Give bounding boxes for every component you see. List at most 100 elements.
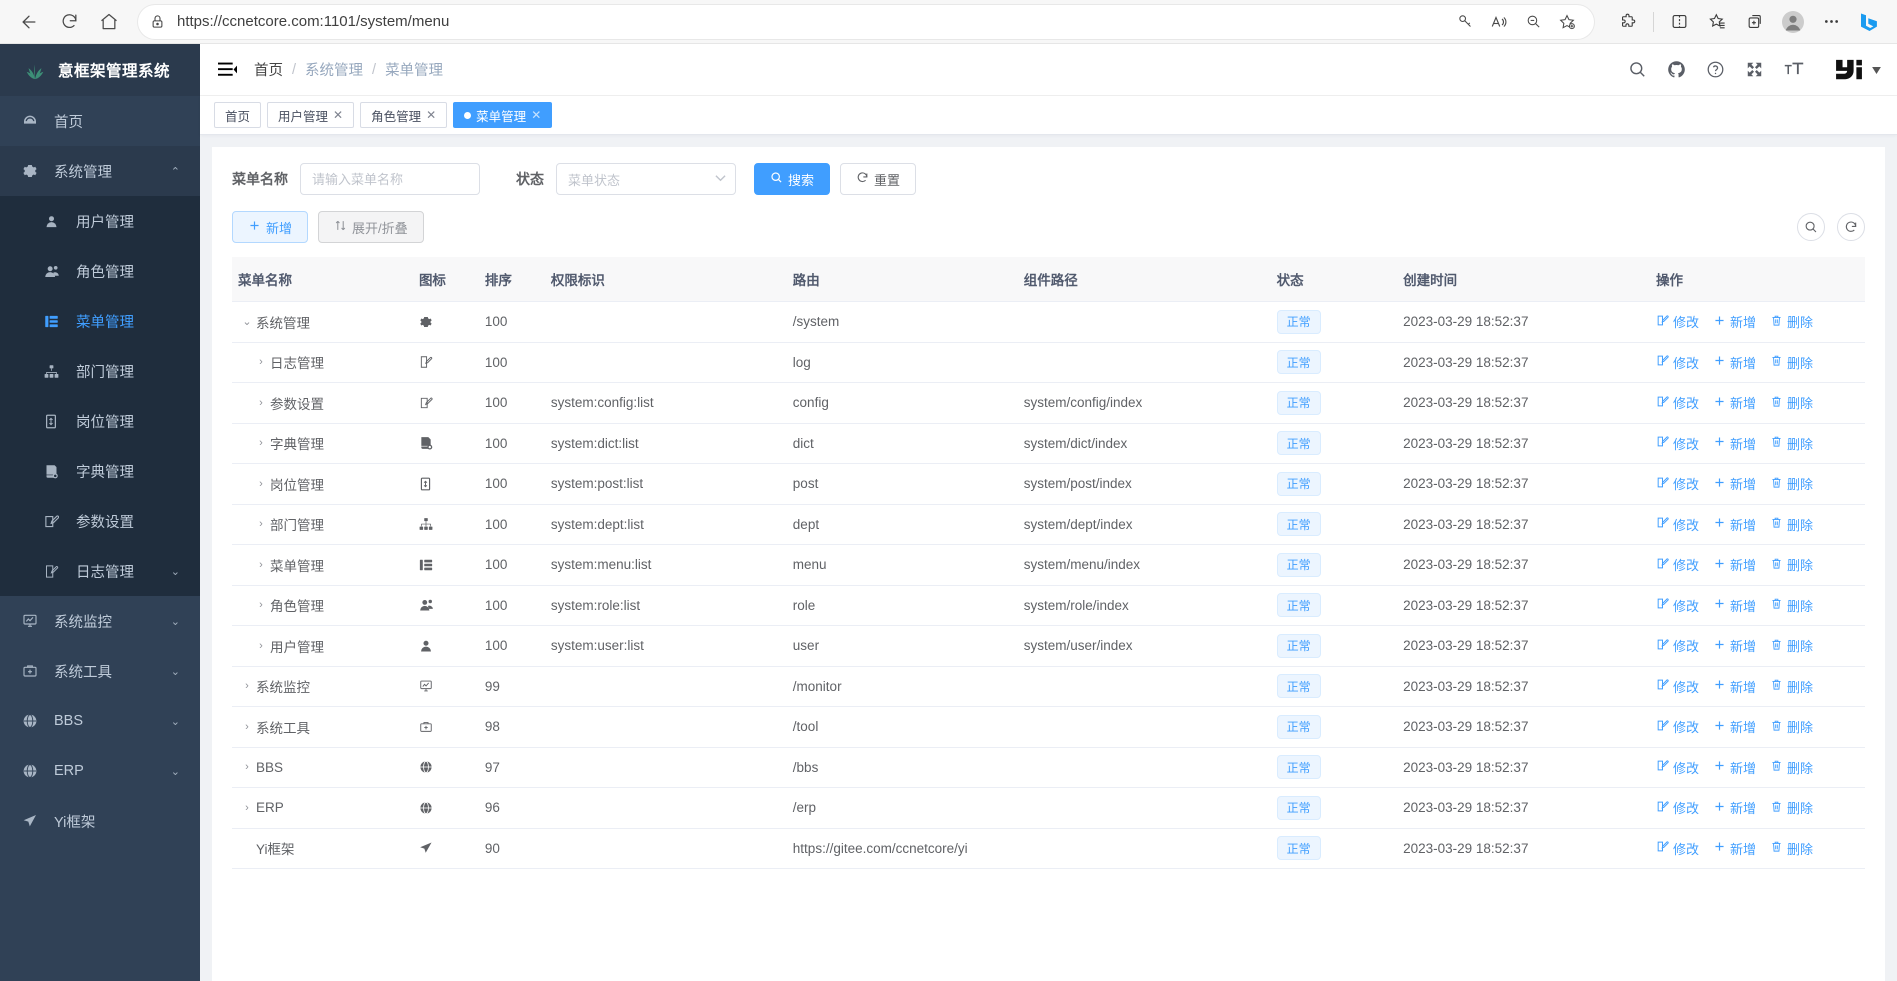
- sidebar-item-erp[interactable]: ERP ⌄: [0, 746, 200, 796]
- expand-arrow-icon[interactable]: ›: [245, 761, 249, 774]
- row-add-button[interactable]: 新增: [1713, 677, 1756, 696]
- row-edit-button[interactable]: 修改: [1656, 312, 1699, 331]
- row-delete-button[interactable]: 删除: [1770, 353, 1813, 372]
- expand-arrow-icon[interactable]: ›: [259, 477, 263, 490]
- row-delete-button[interactable]: 删除: [1770, 636, 1813, 655]
- row-edit-button[interactable]: 修改: [1656, 798, 1699, 817]
- row-add-button[interactable]: 新增: [1713, 353, 1756, 372]
- table-row[interactable]: › 参数设置 100 system:config:list config system/c…: [232, 382, 1865, 424]
- read-aloud-icon[interactable]: [1484, 8, 1514, 36]
- status-select[interactable]: 菜单状态: [556, 163, 736, 195]
- expand-arrow-icon[interactable]: ›: [245, 720, 249, 733]
- row-delete-button[interactable]: 删除: [1770, 677, 1813, 696]
- row-delete-button[interactable]: 删除: [1770, 596, 1813, 615]
- sidebar-item-post-management[interactable]: 岗位管理: [0, 396, 200, 446]
- row-delete-button[interactable]: 删除: [1770, 312, 1813, 331]
- row-add-button[interactable]: 新增: [1713, 555, 1756, 574]
- brand-dropdown-caret[interactable]: [1872, 61, 1881, 79]
- row-edit-button[interactable]: 修改: [1656, 353, 1699, 372]
- address-bar[interactable]: https://ccnetcore.com:1101/system/menu: [138, 4, 1594, 39]
- search-icon[interactable]: [1628, 60, 1647, 79]
- sidebar-item-system-monitor[interactable]: 系统监控 ⌄: [0, 596, 200, 646]
- sidebar-item-param-settings[interactable]: 参数设置: [0, 496, 200, 546]
- expand-arrow-icon[interactable]: ›: [259, 599, 263, 612]
- table-row[interactable]: › 系统工具 98/tool 正常 2023-03-29 18:52:37 修改 新增 删除: [232, 706, 1865, 748]
- reset-button[interactable]: 重置: [840, 163, 917, 195]
- expand-arrow-icon[interactable]: ›: [259, 639, 263, 652]
- sidebar-item-bbs[interactable]: BBS ⌄: [0, 696, 200, 746]
- expand-arrow-icon[interactable]: ›: [259, 437, 263, 450]
- browser-back-button[interactable]: [10, 5, 48, 39]
- tab-close-icon[interactable]: ✕: [333, 108, 344, 122]
- expand-arrow-icon[interactable]: ›: [259, 558, 263, 571]
- expand-arrow-icon[interactable]: ›: [245, 801, 249, 814]
- column-header-route[interactable]: 路由: [792, 257, 1024, 302]
- breadcrumb-item-menu[interactable]: 菜单管理: [385, 63, 444, 79]
- tab-close-icon[interactable]: ✕: [426, 108, 437, 122]
- table-row[interactable]: › BBS 97/bbs 正常 2023-03-29 18:52:37 修改 新增 删除: [232, 747, 1865, 788]
- row-edit-button[interactable]: 修改: [1656, 555, 1699, 574]
- sidebar-item-home[interactable]: 首页: [0, 96, 200, 146]
- favorites-icon[interactable]: [1699, 5, 1735, 39]
- row-delete-button[interactable]: 删除: [1770, 515, 1813, 534]
- row-add-button[interactable]: 新增: [1713, 798, 1756, 817]
- row-delete-button[interactable]: 删除: [1770, 717, 1813, 736]
- row-delete-button[interactable]: 删除: [1770, 434, 1813, 453]
- sidebar-item-dept-management[interactable]: 部门管理: [0, 346, 200, 396]
- row-edit-button[interactable]: 修改: [1656, 717, 1699, 736]
- fullscreen-icon[interactable]: [1745, 60, 1764, 79]
- menu-name-input[interactable]: [300, 163, 480, 195]
- row-add-button[interactable]: 新增: [1713, 758, 1756, 777]
- sidebar-item-menu-management[interactable]: 菜单管理: [0, 296, 200, 346]
- row-add-button[interactable]: 新增: [1713, 717, 1756, 736]
- table-row[interactable]: › 角色管理 100 system:role:list role system/role/…: [232, 585, 1865, 626]
- expand-arrow-icon[interactable]: ⌄: [242, 316, 252, 329]
- row-delete-button[interactable]: 删除: [1770, 393, 1813, 412]
- sidebar-item-system-tools[interactable]: 系统工具 ⌄: [0, 646, 200, 696]
- column-header-operations[interactable]: 操作: [1656, 257, 1865, 302]
- expand-arrow-icon[interactable]: ›: [245, 680, 249, 693]
- breadcrumb-item-home[interactable]: 首页: [254, 63, 283, 79]
- yi-brand-logo[interactable]: [1834, 58, 1881, 82]
- more-options-icon[interactable]: [1813, 5, 1849, 39]
- column-header-name[interactable]: 菜单名称: [232, 257, 419, 302]
- profile-avatar[interactable]: [1775, 5, 1811, 39]
- tab-role-management[interactable]: 角色管理 ✕: [360, 102, 448, 128]
- sidebar-item-user-management[interactable]: 用户管理: [0, 196, 200, 246]
- zoom-out-icon[interactable]: [1518, 8, 1548, 36]
- expand-arrow-icon[interactable]: ›: [259, 356, 263, 369]
- sidebar-logo[interactable]: 意框架管理系统: [0, 44, 200, 96]
- column-header-order[interactable]: 排序: [484, 257, 551, 302]
- row-add-button[interactable]: 新增: [1713, 393, 1756, 412]
- split-screen-icon[interactable]: [1661, 5, 1697, 39]
- row-add-button[interactable]: 新增: [1713, 596, 1756, 615]
- search-button[interactable]: 搜索: [754, 163, 831, 195]
- row-add-button[interactable]: 新增: [1713, 839, 1756, 858]
- sidebar-item-dict-management[interactable]: 字典管理: [0, 446, 200, 496]
- row-edit-button[interactable]: 修改: [1656, 636, 1699, 655]
- tab-close-icon[interactable]: ✕: [531, 108, 542, 122]
- table-row[interactable]: › 岗位管理 100 system:post:list post system/post/…: [232, 463, 1865, 505]
- refresh-icon[interactable]: [1837, 213, 1865, 241]
- tab-home[interactable]: 首页: [214, 102, 262, 128]
- table-row[interactable]: › 菜单管理 100 system:menu:list menu system/menu/…: [232, 544, 1865, 586]
- sidebar-item-yi-framework[interactable]: Yi框架: [0, 796, 200, 846]
- browser-refresh-button[interactable]: [50, 5, 88, 39]
- table-row[interactable]: › 系统监控 99/monitor 正常 2023-03-29 18:52:37 修改 新增…: [232, 666, 1865, 707]
- browser-home-button[interactable]: [90, 5, 128, 39]
- table-row[interactable]: › 字典管理 100 system:dict:list dict system/dict/…: [232, 423, 1865, 464]
- tab-menu-management[interactable]: 菜单管理 ✕: [453, 102, 553, 128]
- row-add-button[interactable]: 新增: [1713, 474, 1756, 493]
- github-icon[interactable]: [1667, 60, 1686, 79]
- key-icon[interactable]: [1450, 8, 1480, 36]
- column-header-icon[interactable]: 图标: [418, 257, 485, 302]
- table-row[interactable]: › 日志管理 100 log 正常 2023-03-29 18:52:37 修改 新增 删除: [232, 342, 1865, 383]
- column-header-component[interactable]: 组件路径: [1023, 257, 1277, 302]
- row-edit-button[interactable]: 修改: [1656, 515, 1699, 534]
- row-edit-button[interactable]: 修改: [1656, 758, 1699, 777]
- column-header-created[interactable]: 创建时间: [1403, 257, 1657, 302]
- add-favorite-icon[interactable]: [1552, 8, 1582, 36]
- sidebar-toggle-icon[interactable]: [214, 57, 240, 83]
- collections-icon[interactable]: [1737, 5, 1773, 39]
- sidebar-item-log-management[interactable]: 日志管理 ⌄: [0, 546, 200, 596]
